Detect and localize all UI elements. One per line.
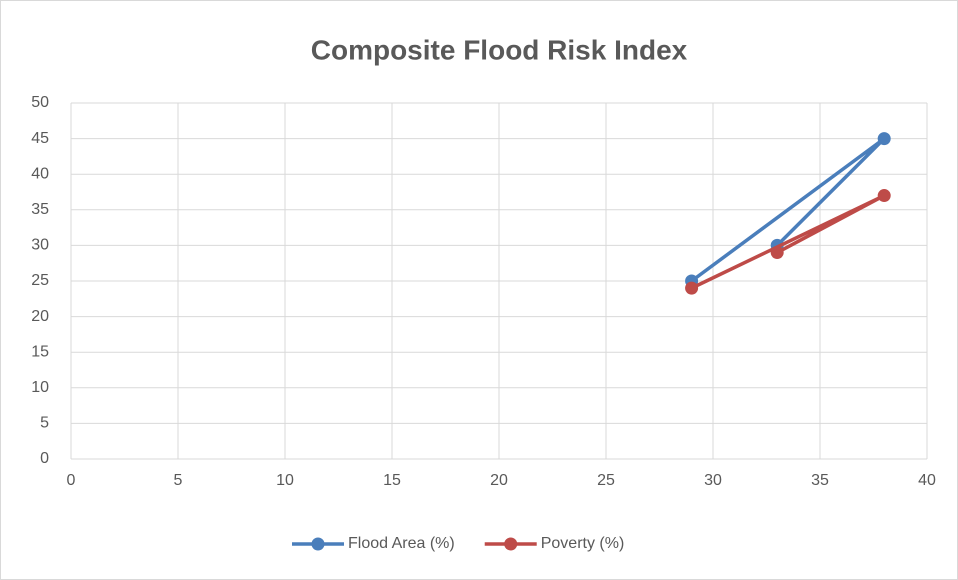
- legend-label: Flood Area (%): [348, 535, 455, 552]
- y-tick-label: 50: [31, 94, 49, 111]
- y-tick-label: 15: [31, 343, 49, 360]
- y-tick-label: 5: [40, 415, 49, 432]
- legend-marker: [311, 537, 325, 551]
- marker: [877, 132, 891, 146]
- x-tick-label: 15: [383, 472, 401, 489]
- y-tick-label: 20: [31, 308, 49, 325]
- x-tick-label: 0: [67, 472, 76, 489]
- legend-label: Poverty (%): [541, 535, 625, 552]
- y-tick-label: 30: [31, 237, 49, 254]
- y-tick-label: 35: [31, 201, 49, 218]
- chart-title: Composite Flood Risk Index: [311, 34, 688, 65]
- x-tick-label: 20: [490, 472, 508, 489]
- legend-marker: [504, 537, 518, 551]
- x-tick-label: 40: [918, 472, 936, 489]
- y-tick-label: 0: [40, 450, 49, 467]
- y-tick-label: 45: [31, 130, 49, 147]
- x-tick-label: 5: [174, 472, 183, 489]
- x-tick-label: 25: [597, 472, 615, 489]
- y-tick-label: 40: [31, 165, 49, 182]
- y-tick-label: 10: [31, 379, 49, 396]
- marker: [770, 246, 784, 260]
- x-tick-label: 10: [276, 472, 294, 489]
- y-tick-label: 25: [31, 272, 49, 289]
- x-tick-label: 30: [704, 472, 722, 489]
- marker: [877, 189, 891, 203]
- marker: [685, 281, 699, 295]
- x-tick-label: 35: [811, 472, 829, 489]
